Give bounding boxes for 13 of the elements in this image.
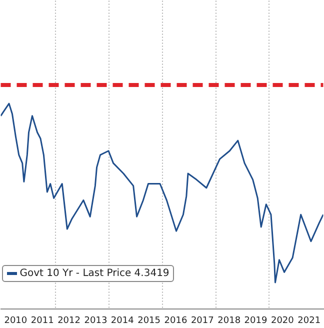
x-tick-label: 2010 — [4, 316, 28, 326]
x-tick-label: 2011 — [30, 316, 54, 326]
x-tick-label: 2021 — [298, 316, 321, 326]
x-tick-label: 2013 — [84, 316, 108, 326]
x-tick-label: 2020 — [270, 316, 294, 326]
x-tick-label: 2014 — [110, 316, 134, 326]
x-tick-label: 2012 — [58, 316, 80, 326]
x-tick-label: 2018 — [218, 316, 241, 326]
x-tick-label: 2019 — [244, 316, 268, 326]
x-tick-label: 2015 — [138, 316, 161, 326]
x-tick-label: 2016 — [164, 316, 188, 326]
x-tick-label: 2017 — [190, 316, 214, 326]
legend-label: Govt 10 Yr - Last Price 4.3419 — [20, 268, 170, 280]
